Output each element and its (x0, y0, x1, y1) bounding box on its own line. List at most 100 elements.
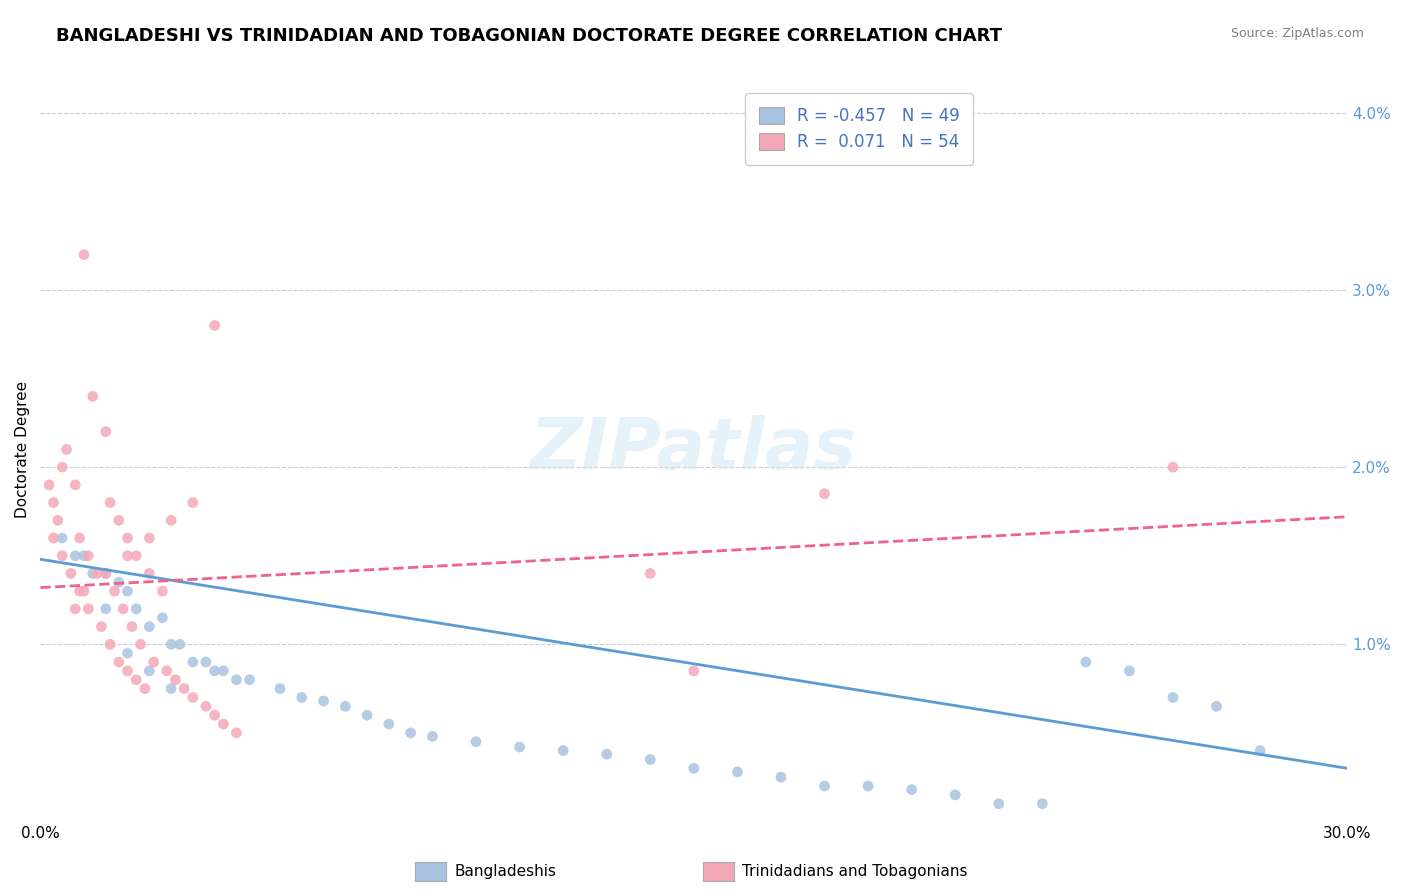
Point (1031, 797, 1053, 811)
Point (73, 549, 96, 563)
Point (73, 584, 96, 599)
Point (173, 681, 195, 696)
Text: ZIPatlas: ZIPatlas (530, 415, 858, 484)
Point (117, 646, 139, 660)
Text: Trinidadians and Tobagonians: Trinidadians and Tobagonians (742, 864, 967, 879)
Point (943, 788, 966, 802)
Point (204, 318, 226, 333)
Point (94, 602, 117, 616)
Point (181, 495, 204, 509)
Point (38, 478, 60, 492)
Point (82, 566, 104, 581)
Point (117, 584, 139, 599)
Point (682, 664, 704, 678)
Point (725, 764, 748, 779)
Point (69, 531, 91, 545)
Point (640, 566, 662, 581)
Point (465, 735, 488, 749)
Point (150, 584, 173, 599)
Point (98, 637, 121, 651)
Point (42, 531, 65, 545)
Point (204, 708, 226, 723)
Point (86, 566, 108, 581)
Point (69, 584, 91, 599)
Point (125, 549, 148, 563)
Point (596, 747, 619, 761)
Point (553, 743, 575, 757)
Point (77, 549, 100, 563)
Point (169, 637, 191, 651)
Point (59, 566, 82, 581)
Point (98, 495, 121, 509)
Point (225, 673, 247, 687)
Point (65, 478, 87, 492)
Legend: R = -0.457   N = 49, R =  0.071   N = 54: R = -0.457 N = 49, R = 0.071 N = 54 (745, 93, 973, 164)
Point (987, 797, 1010, 811)
Text: Source: ZipAtlas.com: Source: ZipAtlas.com (1230, 27, 1364, 40)
Point (121, 619, 143, 633)
Point (65, 602, 87, 616)
Point (73, 247, 96, 261)
Point (94, 566, 117, 581)
Point (138, 531, 160, 545)
Point (142, 655, 165, 669)
Point (509, 740, 531, 755)
Point (160, 513, 183, 527)
Point (160, 637, 183, 651)
Point (682, 761, 704, 775)
Point (117, 549, 139, 563)
Point (82, 389, 104, 403)
Point (813, 487, 835, 501)
Point (212, 717, 235, 731)
Point (160, 681, 183, 696)
Point (103, 584, 125, 599)
Point (422, 730, 444, 744)
Point (125, 673, 148, 687)
Point (312, 694, 335, 708)
Point (138, 664, 160, 678)
Point (51, 549, 73, 563)
Point (77, 602, 100, 616)
Point (138, 619, 160, 633)
Point (150, 611, 173, 625)
Point (134, 681, 156, 696)
Point (112, 602, 135, 616)
Point (46, 513, 69, 527)
Point (42, 495, 65, 509)
Point (117, 664, 139, 678)
Point (55, 442, 77, 457)
Point (138, 566, 160, 581)
Point (356, 708, 378, 723)
Point (378, 717, 401, 731)
Point (65, 549, 87, 563)
Point (1161, 460, 1184, 475)
Point (125, 602, 148, 616)
Point (813, 779, 835, 793)
Point (640, 752, 662, 766)
Point (900, 782, 922, 797)
Point (1074, 655, 1097, 669)
Point (769, 770, 792, 784)
Point (1118, 664, 1140, 678)
Point (1161, 690, 1184, 705)
Point (181, 655, 204, 669)
Point (108, 655, 131, 669)
Point (399, 726, 422, 740)
Point (856, 779, 879, 793)
Point (165, 673, 187, 687)
Text: BANGLADESHI VS TRINIDADIAN AND TOBAGONIAN DOCTORATE DEGREE CORRELATION CHART: BANGLADESHI VS TRINIDADIAN AND TOBAGONIA… (56, 27, 1002, 45)
Point (238, 673, 260, 687)
Point (181, 690, 204, 705)
Point (194, 699, 217, 714)
Point (51, 460, 73, 475)
Point (129, 637, 152, 651)
Point (291, 690, 314, 705)
Point (1249, 743, 1271, 757)
Point (194, 655, 217, 669)
Point (94, 425, 117, 439)
Point (225, 726, 247, 740)
Point (108, 513, 131, 527)
Point (108, 575, 131, 590)
Point (156, 664, 179, 678)
Point (335, 699, 357, 714)
